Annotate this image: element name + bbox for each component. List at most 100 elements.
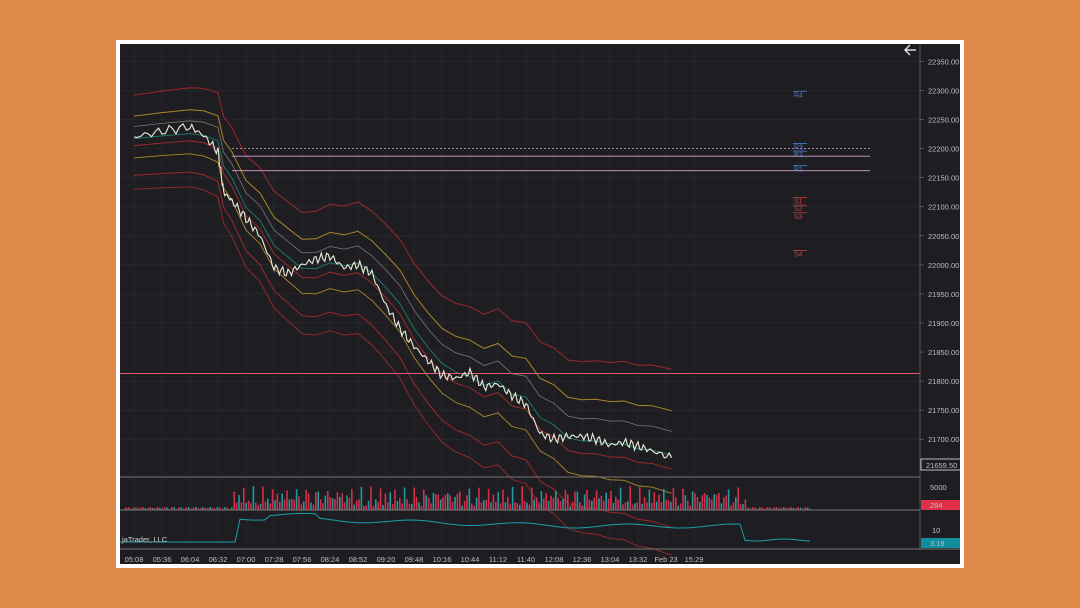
band-line [133,153,672,494]
volume-bar [809,508,811,510]
volume-bar [365,505,367,510]
volume-bar [348,497,351,510]
volume-bar [583,494,586,510]
volume-bar [250,503,252,510]
volume-bar [699,502,701,510]
volume-bar [468,488,471,510]
volume-bar [487,488,490,510]
volume-bar [233,491,235,510]
volume-bar [507,497,509,510]
indicator-panel [120,512,811,543]
volume-bar [730,505,732,510]
trading-chart[interactable]: R4 R3 R2 R1 S1 S2 S3 S4 22350.00 22300.00 22250.0… [120,44,962,564]
volume-bar [204,507,207,510]
volume-bar [127,507,130,510]
volume-bar [528,504,531,510]
volume-bar [288,499,291,510]
volume-bar [199,507,202,510]
volume-bar [576,491,579,510]
indicator-last-box [921,538,961,548]
volume-bar [516,503,519,510]
volume-bar [286,490,288,510]
volume-bar [231,507,233,510]
volume-bar [358,499,360,510]
volume-bar [550,495,552,510]
price-tick-label: 22250.00 [928,116,959,125]
volume-bar [739,504,742,510]
volume-bar [197,508,199,510]
volume-bar [355,500,358,510]
pivot-label: R3 [794,145,803,152]
indicator-line [120,512,811,543]
volume-bar [562,499,564,510]
time-label: Feb 23 [654,555,677,564]
volume-bar [778,508,780,510]
pivot-label: S2 [794,206,803,213]
volume-bar [629,486,631,510]
volume-bar [655,501,658,510]
time-label: 15:29 [685,555,704,564]
volume-bar [377,501,379,510]
volume-bar [459,491,461,510]
volume-bar [262,486,264,510]
volume-bar [523,500,526,510]
volume-bar [341,493,343,510]
volume-bar [703,492,706,510]
volume-bar [612,503,615,510]
volume-tick-label: 5000 [930,483,947,492]
volume-bar [156,507,159,510]
volume-bar [307,493,310,510]
volume-bar [711,499,713,510]
volume-bar [319,499,322,510]
volume-bar [595,490,598,510]
volume-bar [147,507,149,510]
indicator-last-marker: 3.19 10 [921,526,961,548]
volume-panel [123,486,811,510]
volume-bar [495,501,497,510]
volume-bar [552,498,555,510]
time-label: 13:04 [601,555,620,564]
pivot-label: R2 [794,152,803,159]
time-label: 10:44 [461,555,480,564]
volume-bar [787,507,790,510]
volume-bar [240,502,243,510]
volume-bar [411,503,413,510]
volume-bar [303,501,305,510]
volume-bar [243,487,245,510]
band-line [133,87,672,370]
volume-bar [682,488,684,510]
volume-bar [382,504,384,510]
volume-bar [339,496,341,510]
volume-bar [209,507,211,510]
volume-bar [622,504,624,510]
volume-bar [667,500,670,510]
volume-bar [295,489,298,510]
volume-bar [180,507,183,510]
volume-bar [672,487,675,510]
volume-bar [718,493,720,510]
volume-bar [173,507,175,510]
volume-bar [192,507,195,510]
pivot-label: R4 [794,92,803,99]
volume-bar [279,501,281,510]
volume-bar [747,507,749,510]
volume-bar [207,508,209,510]
volume-bar [403,487,406,510]
volume-bar [331,498,334,510]
volume-bar [370,486,372,510]
volume-bar [451,501,454,510]
volume-bar [737,487,739,510]
volume-bar [735,497,737,510]
volume-bar [315,492,317,510]
volume-bar [545,492,547,510]
volume-bar [526,502,528,510]
volume-bar [408,503,411,510]
volume-bar [631,504,634,510]
volume-bar [327,490,329,510]
volume-bar [449,495,451,510]
price-tick-label: 22200.00 [928,145,959,154]
volume-last-marker: 284 5000 [921,483,961,510]
volume-bar [271,489,274,510]
arrow-left-icon[interactable] [904,44,916,56]
